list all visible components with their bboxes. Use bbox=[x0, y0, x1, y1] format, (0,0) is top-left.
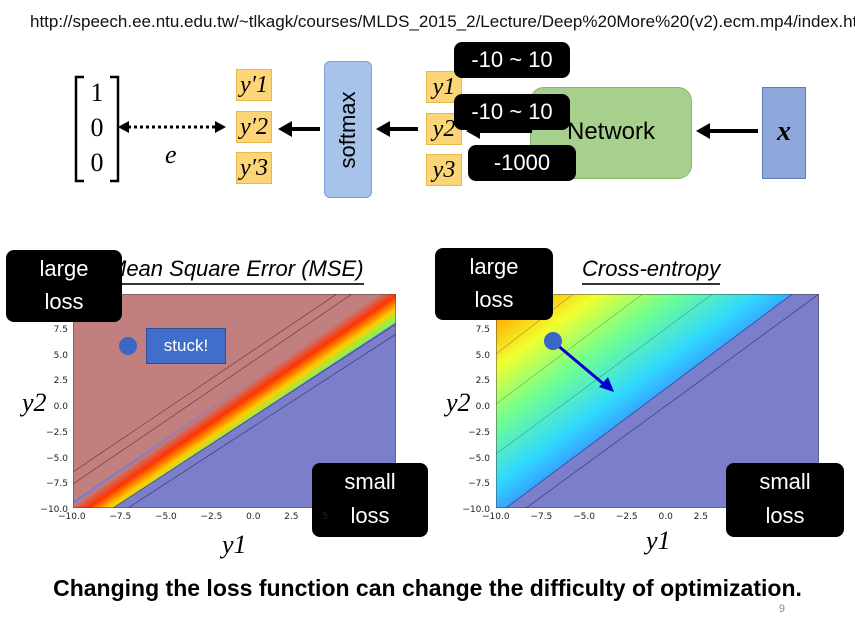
mse-x-tick: 0.0 bbox=[246, 512, 261, 522]
mse-stuck-label: stuck! bbox=[146, 328, 226, 364]
mse-y-tick: 7.5 bbox=[53, 325, 68, 335]
mse-y-tick: 5.0 bbox=[53, 350, 68, 361]
arrow-input-to-network bbox=[696, 123, 758, 139]
ce-y-ticks: 7.5 5.0 2.5 0.0 −2.5 −5.0 −7.5 −10.0 bbox=[452, 318, 490, 524]
ce-y-axis-label: y2 bbox=[446, 388, 471, 417]
ce-x-tick: −2.5 bbox=[615, 512, 638, 522]
mse-x-tick: −10.0 bbox=[58, 512, 86, 522]
arrow-y-to-softmax bbox=[376, 121, 418, 137]
range-label-y1: -10 ~ 10 bbox=[454, 42, 570, 78]
mse-y-tick: −5.0 bbox=[46, 453, 68, 464]
softmax-label: softmax bbox=[335, 90, 360, 169]
ce-y-tick: −5.0 bbox=[468, 453, 490, 464]
mse-y-ticks: 7.5 5.0 2.5 0.0 −2.5 −5.0 −7.5 −10.0 bbox=[30, 318, 68, 524]
softmax-box: softmax bbox=[324, 61, 372, 198]
arrow-softmax-to-yprime bbox=[278, 121, 320, 137]
ce-x-tick: −5.0 bbox=[573, 512, 595, 522]
mse-y-tick: −7.5 bbox=[46, 479, 68, 490]
ce-y-tick: 7.5 bbox=[475, 325, 490, 335]
network-diagram: 1 0 0 e y′1 y′2 y′3 softmax Network y1 y… bbox=[0, 42, 855, 205]
error-label: e bbox=[165, 140, 177, 169]
ce-y-tick: −7.5 bbox=[468, 479, 490, 490]
error-dotted-arrow bbox=[118, 121, 226, 133]
target-value-1: 1 bbox=[90, 78, 104, 107]
target-vector-brackets bbox=[74, 75, 120, 183]
mse-x-tick: 5 bbox=[322, 512, 328, 522]
input-label: x bbox=[777, 116, 791, 147]
target-value-2: 0 bbox=[90, 113, 104, 142]
mse-large-loss-line2: loss bbox=[44, 289, 84, 314]
mse-x-tick: 2.5 bbox=[284, 512, 299, 522]
ce-x-ticks: −10.0 −7.5 −5.0 −2.5 0.0 2.5 bbox=[482, 512, 708, 522]
ce-x-axis-label: y1 bbox=[646, 526, 671, 555]
mse-x-tick: −5.0 bbox=[154, 512, 177, 522]
slide-caption: Changing the loss function can change th… bbox=[53, 575, 802, 601]
y-output-1-box: y1 bbox=[426, 71, 462, 103]
y-prime-2-box: y′2 bbox=[236, 111, 272, 143]
ce-small-loss-line2: loss bbox=[765, 503, 805, 528]
ce-large-loss-line2: loss bbox=[474, 287, 514, 312]
ce-x-tick: 2.5 bbox=[693, 512, 708, 522]
ce-small-loss-line1: small bbox=[759, 469, 811, 494]
mse-x-tick: −2.5 bbox=[200, 512, 223, 522]
y-prime-1-box: y′1 bbox=[236, 69, 272, 101]
mse-small-loss-badge: small loss bbox=[312, 463, 428, 537]
y-output-3-box: y3 bbox=[426, 154, 462, 186]
mse-large-loss-line1: large bbox=[39, 256, 89, 281]
ce-large-loss-line1: large bbox=[469, 254, 519, 279]
mse-small-loss-line2: loss bbox=[350, 503, 390, 528]
mse-y-tick: 0.0 bbox=[53, 402, 68, 413]
mse-x-tick: −7.5 bbox=[109, 512, 132, 522]
page-number: 9 bbox=[778, 603, 785, 615]
mse-large-loss-badge: large loss bbox=[6, 250, 122, 322]
mse-x-axis-label: y1 bbox=[222, 530, 247, 559]
ce-small-loss-badge: small loss bbox=[726, 463, 844, 537]
mse-y-tick: 2.5 bbox=[53, 376, 68, 387]
y-prime-3-box: y′3 bbox=[236, 152, 272, 184]
ce-y-tick: 2.5 bbox=[475, 376, 490, 387]
network-label: Network bbox=[566, 118, 656, 145]
ce-x-tick: −10.0 bbox=[482, 512, 510, 522]
mse-y-tick: −10.0 bbox=[40, 504, 68, 515]
mse-plot-title: Mean Square Error (MSE) bbox=[108, 256, 364, 285]
target-value-3: 0 bbox=[90, 148, 104, 177]
ce-large-loss-badge: large loss bbox=[435, 248, 553, 320]
range-label-y3: -1000 bbox=[468, 145, 576, 181]
ce-y-tick: 0.0 bbox=[475, 402, 490, 413]
ce-y-tick: −10.0 bbox=[462, 504, 490, 515]
ce-y-tick: 5.0 bbox=[475, 350, 490, 361]
mse-y-tick: −2.5 bbox=[46, 427, 68, 438]
mse-small-loss-line1: small bbox=[344, 469, 396, 494]
mse-y-axis-label: y2 bbox=[22, 388, 47, 417]
ce-y-tick: −2.5 bbox=[468, 427, 490, 438]
range-label-y2: -10 ~ 10 bbox=[454, 94, 570, 130]
ce-plot-title: Cross-entropy bbox=[582, 256, 721, 285]
target-vector: 1 0 0 bbox=[80, 75, 114, 180]
input-box: x bbox=[762, 87, 806, 179]
ce-x-tick: 0.0 bbox=[658, 512, 673, 522]
mse-x-ticks: −10.0 −7.5 −5.0 −2.5 0.0 2.5 5 bbox=[58, 512, 328, 522]
ce-x-tick: −7.5 bbox=[530, 512, 553, 522]
source-url[interactable]: http://speech.ee.ntu.edu.tw/~tlkagk/cour… bbox=[30, 12, 855, 31]
